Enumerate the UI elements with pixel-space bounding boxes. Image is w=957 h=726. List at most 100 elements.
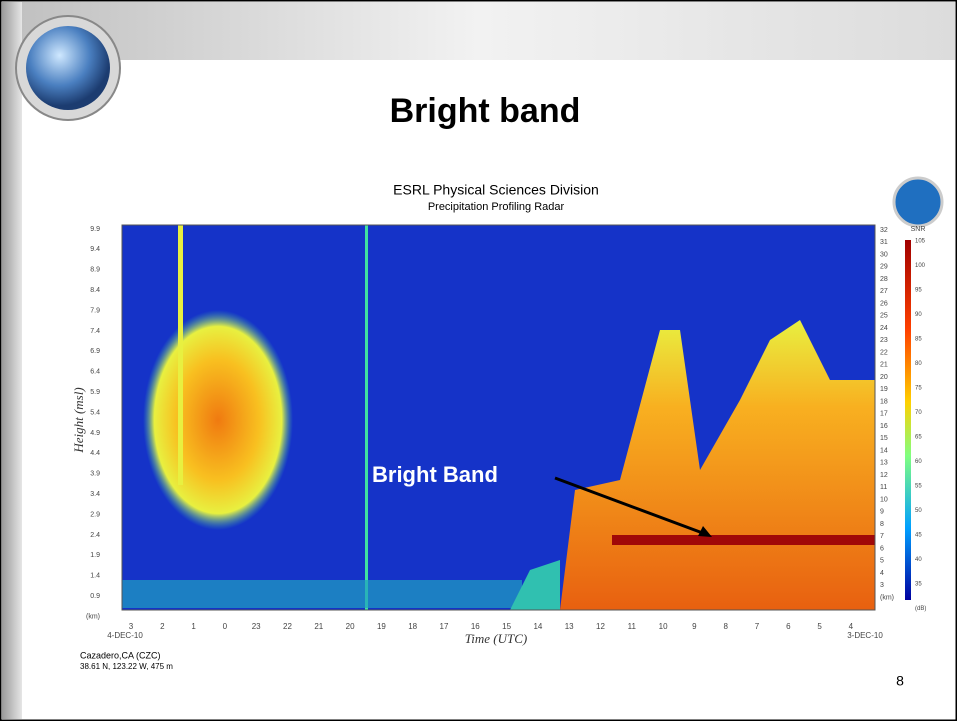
x-tick-label: 19: [377, 622, 386, 631]
y-tick-label: 4.4: [90, 450, 100, 457]
x-tick-label: 6: [786, 622, 791, 631]
x-tick-label: 17: [440, 622, 449, 631]
site-name: Cazadero,CA (CZC): [80, 650, 161, 660]
figure-title: ESRL Physical Sciences Division: [393, 182, 599, 198]
x-tick-label: 20: [346, 622, 355, 631]
snr-tick-label: 85: [915, 337, 922, 343]
gate-tick-label: 29: [880, 264, 888, 271]
snr-tick-label: (dB): [915, 606, 926, 612]
y-axis-label: Height (msl): [71, 387, 86, 453]
x-tick-label: 18: [408, 622, 417, 631]
y-tick-label: 7.4: [90, 328, 100, 335]
y-tick-label: 3.9: [90, 471, 100, 478]
echo: [122, 580, 522, 608]
x-tick-label: 13: [565, 622, 574, 631]
snr-tick-label: 90: [915, 312, 922, 318]
x-tick-label: 7: [755, 622, 760, 631]
x-tick-label: 5: [817, 622, 822, 631]
site-coords: 38.61 N, 123.22 W, 475 m: [80, 662, 173, 671]
x-tick-label: 23: [252, 622, 261, 631]
y-tick-label: 6.9: [90, 348, 100, 355]
page-number: 8: [896, 673, 904, 689]
x-tick-label: 10: [659, 622, 668, 631]
y-tick-label: 4.9: [90, 430, 100, 437]
snr-tick-label: 80: [915, 361, 922, 367]
gate-tick-label: 28: [880, 276, 888, 283]
y-tick-label: 5.4: [90, 409, 100, 416]
y-tick-label: 9.4: [90, 246, 100, 253]
snr-colorbar: [905, 240, 911, 600]
snr-tick-label: 60: [915, 459, 922, 465]
y-tick-label: 2.9: [90, 511, 100, 518]
y-tick-label: 8.4: [90, 287, 100, 294]
x-tick-label: 9: [692, 622, 697, 631]
snr-tick-label: 70: [915, 410, 922, 416]
gate-tick-label: 16: [880, 423, 888, 430]
x-tick-label: 1: [191, 622, 196, 631]
gate-tick-label: 3: [880, 582, 884, 589]
x-tick-label: 14: [533, 622, 542, 631]
x-tick-label: 21: [314, 622, 323, 631]
radar-image: [122, 225, 875, 610]
annotation-arrow: [554, 476, 709, 537]
y-tick-label: 9.9: [90, 226, 100, 233]
gate-tick-label: 31: [880, 239, 888, 246]
gate-tick-label: 10: [880, 496, 888, 503]
y-tick-label: (km): [86, 613, 100, 620]
snr-tick-label: 55: [915, 484, 922, 490]
x-tick-label: 16: [471, 622, 480, 631]
x-tick-label: 11: [628, 622, 637, 631]
snr-tick-label: 65: [915, 435, 922, 441]
gate-tick-label: 30: [880, 251, 888, 258]
y-tick-label: 8.9: [90, 267, 100, 274]
bright-band-echo: [612, 535, 875, 545]
gate-tick-label: 26: [880, 300, 888, 307]
snr-label: SNR: [911, 226, 926, 233]
echo: [178, 225, 183, 485]
side-bar: [2, 2, 22, 719]
gate-tick-label: (km): [880, 594, 894, 601]
end-date: 3-DEC-10: [847, 631, 883, 640]
echo: [143, 310, 293, 530]
snr-tick-label: 45: [915, 533, 922, 539]
gate-tick-label: 20: [880, 374, 888, 381]
x-tick-label: 3: [129, 622, 134, 631]
logo-button: [26, 26, 110, 110]
y-tick-label: 7.9: [90, 307, 100, 314]
top-bar: [2, 2, 955, 60]
snr-tick-label: 95: [915, 288, 922, 294]
gate-tick-label: 4: [880, 570, 884, 577]
plot-frame: [121, 224, 876, 611]
gate-tick-label: 17: [880, 411, 888, 418]
x-tick-label: 2: [160, 622, 165, 631]
x-axis-label: Time (UTC): [465, 631, 527, 646]
gate-tick-label: 18: [880, 398, 888, 405]
x-tick-label: 4: [849, 622, 854, 631]
y-tick-label: 5.9: [90, 389, 100, 396]
x-tick-label: 8: [723, 622, 728, 631]
y-tick-label: 0.9: [90, 593, 100, 600]
gate-tick-label: 6: [880, 545, 884, 552]
echo: [365, 225, 368, 610]
figure-subtitle: Precipitation Profiling Radar: [428, 201, 565, 213]
y-tick-label: 2.4: [90, 532, 100, 539]
gate-tick-label: 32: [880, 227, 888, 234]
snr-tick-label: 50: [915, 508, 922, 514]
annotation: Bright Band: [372, 462, 498, 487]
gate-tick-label: 11: [880, 484, 887, 491]
gate-tick-label: 13: [880, 460, 888, 467]
snr-tick-label: 75: [915, 386, 922, 392]
x-tick-label: 15: [502, 622, 511, 631]
gate-tick-label: 7: [880, 533, 884, 540]
snr-tick-label: 105: [915, 239, 926, 245]
y-tick-label: 1.9: [90, 552, 100, 559]
gate-tick-label: 25: [880, 313, 888, 320]
gate-tick-label: 15: [880, 435, 888, 442]
gate-tick-label: 21: [880, 362, 888, 369]
gate-tick-label: 14: [880, 447, 888, 454]
echo: [510, 560, 560, 610]
snr-tick-label: 100: [915, 263, 926, 269]
gate-tick-label: 22: [880, 349, 888, 356]
snr-tick-label: 40: [915, 557, 922, 563]
